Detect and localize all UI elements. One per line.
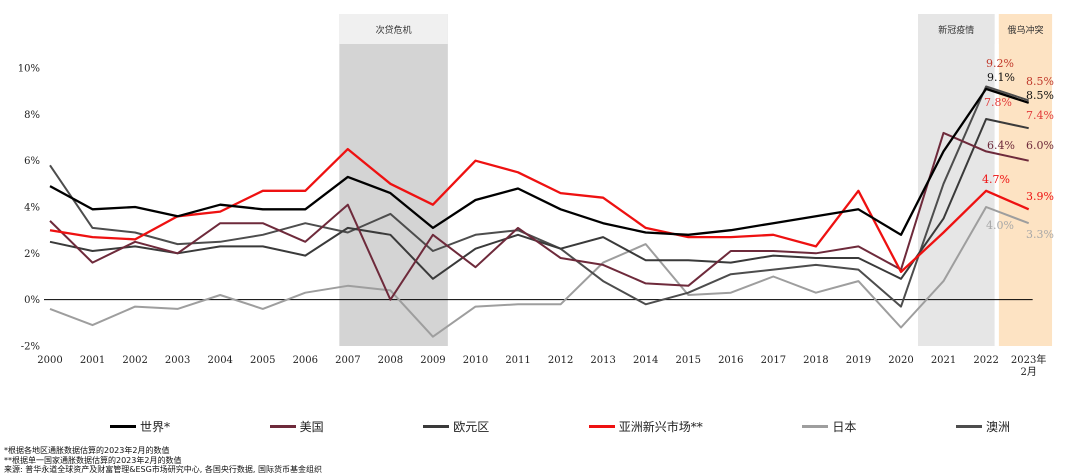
x-tick-label: 2020 [888, 355, 913, 366]
x-tick-label: 2003 [165, 355, 190, 366]
series-line-1 [49, 131, 1029, 301]
y-tick-label: 10% [18, 64, 40, 75]
x-tick-label: 2018 [803, 355, 828, 366]
x-tick-label: 2014 [633, 355, 658, 366]
legend-label: 日本 [832, 419, 857, 434]
legend-swatch [802, 424, 829, 428]
series-line-4 [49, 206, 1030, 338]
x-tick-label: 2019 [846, 355, 871, 366]
x-tick-label: 2007 [335, 355, 360, 366]
data-label: 7.8% [984, 96, 1012, 109]
event-band-label-0: 次贷危机 [376, 24, 412, 36]
legend-item: 日本 [802, 418, 856, 435]
event-band-label-2: 俄乌冲突 [1007, 24, 1043, 36]
legend-item: 美国 [269, 418, 324, 435]
legend-label: 美国 [299, 419, 324, 434]
data-label: 3.9% [1026, 190, 1054, 203]
inflation-line-chart: 次贷危机 新冠疫情 俄乌冲突 -2% 0% 2% 4% 6% 8% 10% 2000 2001 2002… [18, 14, 1054, 378]
footnotes: *根据各地区通胀数据估算的2023年2月的数值 **根据单一国家通胀数据估算的2… [4, 446, 322, 475]
series-line-3 [49, 147, 1030, 274]
x-tick-label: 2013 [590, 355, 615, 366]
x-tick-label: 2004 [207, 355, 232, 366]
data-label: 7.4% [1026, 109, 1054, 122]
legend-item: 亚洲新兴市场** [588, 418, 703, 435]
event-band-label-bg-0 [339, 14, 448, 44]
data-label: 6.4% [987, 139, 1015, 152]
series-line-5 [49, 85, 1030, 308]
x-tick-label: 2012 [548, 355, 573, 366]
x-tick-label: 2009 [420, 355, 445, 366]
data-label: 8.5% [1026, 75, 1054, 88]
legend-label: 澳洲 [985, 419, 1010, 434]
x-tick-label: 2006 [293, 355, 318, 366]
legend-swatch [588, 424, 615, 428]
event-band-label-1: 新冠疫情 [938, 24, 974, 36]
event-band-label-bg-2 [998, 14, 1053, 44]
event-band-1 [918, 14, 995, 346]
data-label: 4.0% [986, 219, 1014, 232]
data-label: 3.3% [1026, 228, 1054, 241]
legend-label: 世界* [140, 419, 171, 434]
footnote-1: *根据各地区通胀数据估算的2023年2月的数值 [4, 446, 170, 455]
legend-swatch [955, 424, 982, 428]
y-tick-label: 4% [24, 203, 40, 214]
x-tick-label: 2000 [37, 355, 62, 366]
x-tick-label: 2022 [973, 355, 998, 366]
x-tick-label: 2016 [718, 355, 743, 366]
y-tick-label: 6% [24, 156, 40, 167]
x-tick-label: 2017 [761, 355, 786, 366]
legend-swatch [110, 424, 136, 428]
x-tick-label: 2002 [122, 355, 147, 366]
x-tick-label: 2021 [931, 355, 956, 366]
x-tick-label: 2023年 [1011, 353, 1046, 366]
legend-item: 世界* [110, 418, 170, 435]
x-tick-label: 2005 [250, 355, 275, 366]
data-label: 9.2% [986, 57, 1014, 70]
chart-legend: 世界* 美国 欧元区 亚洲新兴市场** 日本 澳洲 [110, 418, 1010, 434]
y-tick-label: 8% [24, 110, 40, 121]
x-tick-label: 2008 [378, 355, 403, 366]
x-tick-label: 2011 [505, 355, 530, 366]
legend-item: 欧元区 [423, 418, 489, 435]
data-label: 9.1% [987, 71, 1015, 84]
x-tick-label: 2015 [676, 355, 701, 366]
legend-item: 澳洲 [955, 418, 1010, 435]
legend-label: 欧元区 [453, 419, 490, 434]
x-tick-label: 2月 [1020, 366, 1036, 378]
y-tick-label: 2% [24, 249, 40, 260]
source-note: 来源: 普华永道全球资产及财富管理&ESG市场研究中心, 各国央行数据, 国际货… [4, 465, 322, 474]
data-label: 6.0% [1026, 139, 1054, 152]
y-tick-label: 0% [24, 295, 40, 306]
data-label: 8.5% [1026, 89, 1054, 102]
x-tick-label: 2001 [80, 355, 105, 366]
legend-swatch [269, 424, 296, 428]
event-band-2 [998, 14, 1053, 346]
event-band-label-bg-1 [918, 14, 995, 44]
data-label: 4.7% [982, 173, 1010, 186]
series-line-0 [49, 87, 1030, 236]
y-tick-label: -2% [21, 342, 40, 353]
x-tick-label: 2010 [463, 355, 488, 366]
legend-label: 亚洲新兴市场** [618, 419, 703, 434]
footnote-2: **根据单一国家通胀数据估算的2023年2月的数值 [4, 455, 182, 465]
legend-swatch [423, 424, 450, 428]
